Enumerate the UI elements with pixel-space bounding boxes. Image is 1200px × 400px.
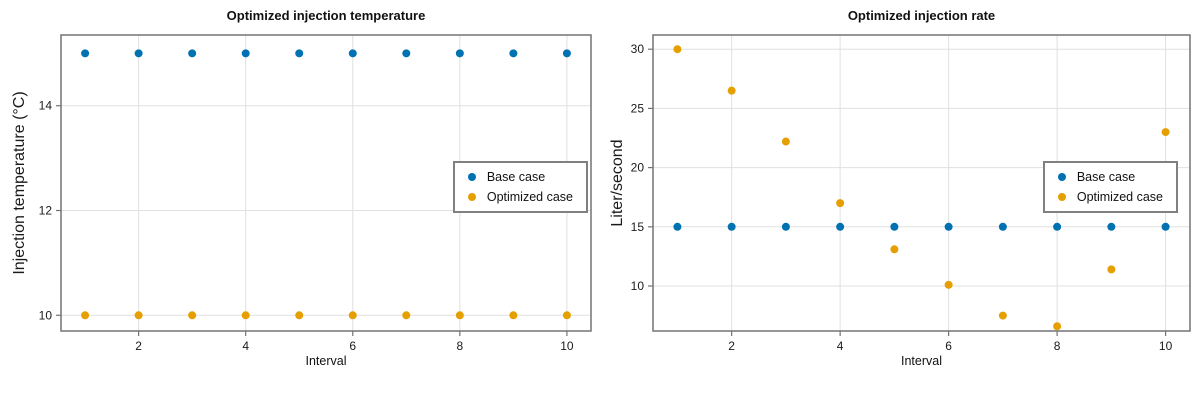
legend-item-optimized-case: Optimized case (467, 190, 573, 204)
chart-injection-temperature: 2 4 6 8 10 10 12 14 Optimized injection tempera… (11, 8, 592, 368)
svg-text:8: 8 (1054, 339, 1061, 353)
svg-text:4: 4 (242, 339, 249, 353)
svg-text:8: 8 (456, 339, 463, 353)
svg-text:6: 6 (349, 339, 356, 353)
svg-text:2: 2 (135, 339, 142, 353)
legend-item-optimized-case: Optimized case (1057, 190, 1163, 204)
legend-item-base-case: Base case (1057, 170, 1163, 184)
legend-label-optimized-case: Optimized case (486, 190, 573, 204)
svg-text:10: 10 (560, 339, 574, 353)
legend-label-base-case: Base case (486, 170, 546, 184)
legend-marker-optimized-case-icon (1057, 193, 1066, 201)
svg-text:6: 6 (945, 339, 952, 353)
svg-text:15: 15 (631, 220, 645, 234)
y-axis-label: Injection temperature (°C) (11, 91, 28, 275)
svg-text:2: 2 (728, 339, 735, 353)
legend-marker-optimized-case-icon (467, 193, 476, 201)
legend-label-base-case: Base case (1076, 170, 1136, 184)
svg-text:25: 25 (631, 101, 645, 115)
legend-label-optimized-case: Optimized case (1076, 190, 1163, 204)
svg-text:20: 20 (631, 161, 645, 175)
svg-text:30: 30 (631, 42, 645, 56)
x-axis-label: Interval (305, 354, 347, 368)
svg-text:14: 14 (39, 99, 53, 113)
svg-text:4: 4 (837, 339, 844, 353)
legend-item-base-case: Base case (467, 170, 573, 184)
y-axis-label: Liter/second (609, 139, 626, 227)
svg-text:10: 10 (631, 279, 645, 293)
chart-injection-rate: 2 4 6 8 10 10 15 20 25 30 Optimized injection rat… (600, 0, 1200, 400)
chart-title: Optimized injection rate (847, 8, 996, 23)
legend-marker-base-case-icon (467, 173, 476, 181)
svg-text:10: 10 (1159, 339, 1173, 353)
legend-marker-base-case-icon (1057, 173, 1066, 181)
legend: Base case Optimized case (452, 161, 588, 213)
chart-title: Optimized injection temperature (226, 8, 426, 23)
svg-text:12: 12 (39, 204, 53, 218)
x-axis-label: Interval (901, 354, 942, 368)
legend: Base case Optimized case (1042, 161, 1178, 213)
svg-text:10: 10 (39, 308, 53, 322)
plot-area-temperature: 2 4 6 8 10 10 12 14 (39, 34, 592, 353)
